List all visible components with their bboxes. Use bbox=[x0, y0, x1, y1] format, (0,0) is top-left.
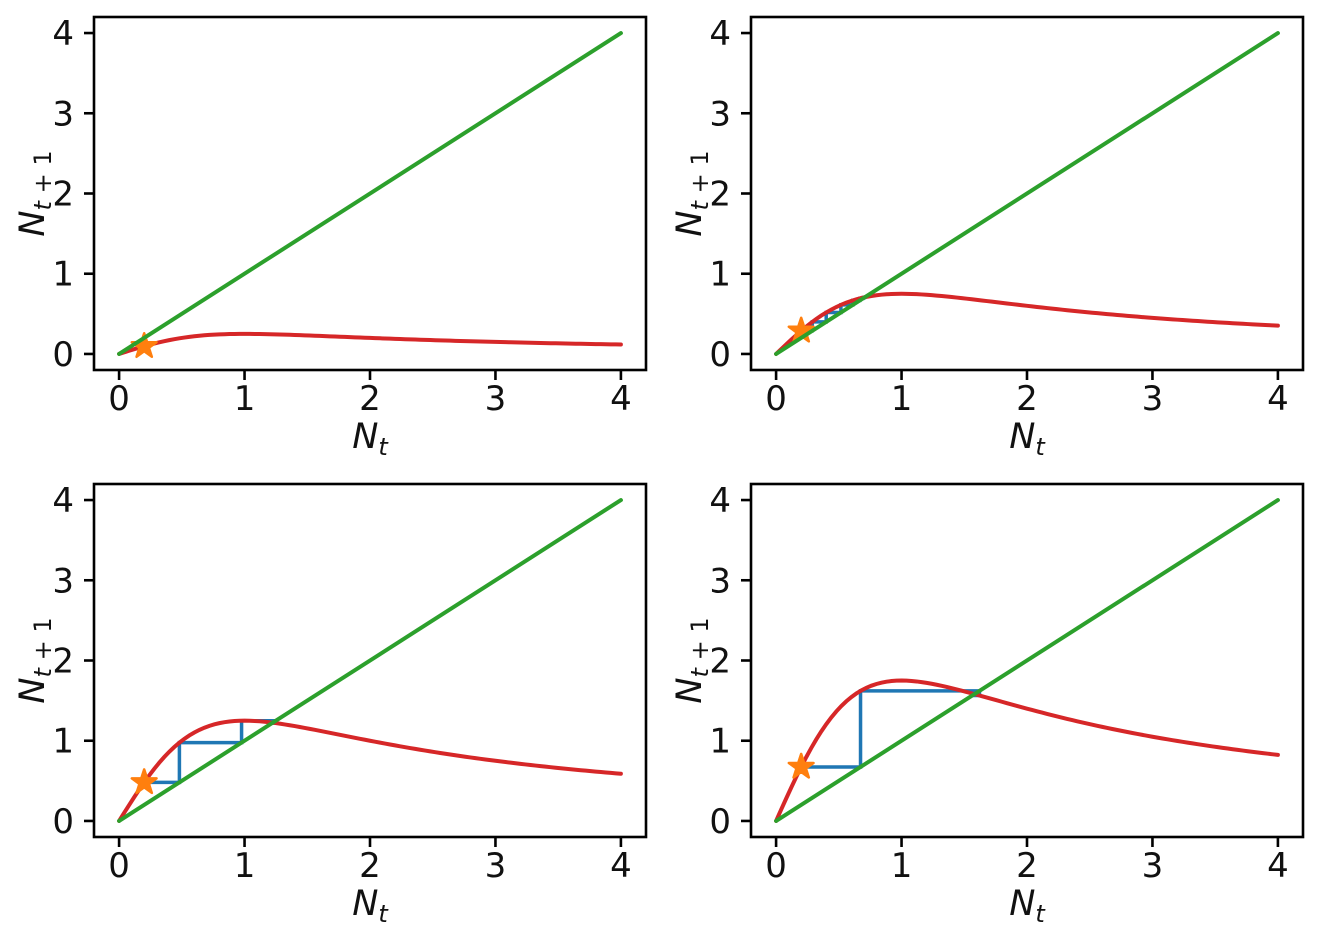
start-point-star-marker bbox=[130, 768, 158, 795]
x-axis-label: Nt bbox=[352, 417, 389, 461]
x-axis-label: Nt bbox=[1009, 417, 1046, 461]
x-tick-label: 4 bbox=[1267, 379, 1289, 419]
x-tick-label: 1 bbox=[234, 379, 256, 419]
x-tick-label: 2 bbox=[359, 379, 381, 419]
x-tick-label: 2 bbox=[1016, 846, 1038, 886]
panel-top-right: 0 1 2 3 4 0 1 2 3 4 Nt Nt + 1 bbox=[670, 14, 1305, 461]
y-tick-label: 2 bbox=[52, 642, 74, 682]
start-point-star-marker bbox=[787, 752, 815, 779]
x-tick-label: 0 bbox=[108, 846, 130, 886]
reproduction-curve bbox=[117, 331, 623, 356]
y-axis-label: Nt + 1 bbox=[13, 150, 57, 236]
x-tick-label: 3 bbox=[485, 846, 507, 886]
x-tick-label: 4 bbox=[1267, 846, 1289, 886]
reproduction-curve bbox=[117, 718, 623, 823]
x-tick-label: 3 bbox=[485, 379, 507, 419]
x-tick-label: 0 bbox=[765, 379, 787, 419]
x-tick-label: 4 bbox=[610, 846, 632, 886]
y-axis-label: Nt + 1 bbox=[13, 617, 57, 703]
panel-bottom-right: 0 1 2 3 4 0 1 2 3 4 Nt Nt + 1 bbox=[670, 481, 1305, 928]
x-tick-label: 3 bbox=[1142, 379, 1164, 419]
panel-bottom-left: 0 1 2 3 4 0 1 2 3 4 Nt Nt + 1 bbox=[13, 481, 648, 928]
y-tick-label: 3 bbox=[709, 561, 731, 601]
x-tick-label: 0 bbox=[765, 846, 787, 886]
y-tick-label: 0 bbox=[52, 802, 74, 842]
y-tick-label: 4 bbox=[52, 14, 74, 54]
y-tick-label: 4 bbox=[709, 481, 731, 521]
y-tick-label: 3 bbox=[52, 561, 74, 601]
y-tick-label: 1 bbox=[52, 255, 74, 295]
y-tick-label: 0 bbox=[709, 335, 731, 375]
y-axis-label: Nt + 1 bbox=[670, 150, 714, 236]
x-axis-label: Nt bbox=[1009, 884, 1046, 928]
panel-top-left: 0 1 2 3 4 0 1 2 3 4 Nt Nt + 1 bbox=[13, 14, 648, 461]
replacement-line bbox=[774, 498, 1280, 823]
x-tick-label: 1 bbox=[234, 846, 256, 886]
y-tick-label: 4 bbox=[709, 14, 731, 54]
x-axis-label: Nt bbox=[352, 884, 389, 928]
cobweb-trajectory bbox=[144, 718, 278, 785]
y-tick-label: 3 bbox=[709, 94, 731, 134]
x-tick-label: 1 bbox=[891, 846, 913, 886]
y-tick-label: 2 bbox=[709, 642, 731, 682]
replacement-line bbox=[117, 498, 623, 823]
y-tick-label: 2 bbox=[52, 175, 74, 215]
y-tick-label: 0 bbox=[52, 335, 74, 375]
replacement-line bbox=[117, 31, 623, 356]
x-tick-label: 2 bbox=[359, 846, 381, 886]
y-axis-label: Nt + 1 bbox=[670, 617, 714, 703]
y-tick-label: 1 bbox=[709, 255, 731, 295]
x-tick-label: 0 bbox=[108, 379, 130, 419]
cobweb-trajectory bbox=[801, 689, 982, 769]
y-tick-label: 2 bbox=[709, 175, 731, 215]
y-tick-label: 0 bbox=[709, 802, 731, 842]
replacement-line bbox=[774, 31, 1280, 356]
x-tick-label: 4 bbox=[610, 379, 632, 419]
x-tick-label: 3 bbox=[1142, 846, 1164, 886]
x-tick-label: 2 bbox=[1016, 379, 1038, 419]
y-tick-label: 1 bbox=[52, 722, 74, 762]
y-tick-label: 1 bbox=[709, 722, 731, 762]
x-tick-label: 1 bbox=[891, 379, 913, 419]
y-tick-label: 4 bbox=[52, 481, 74, 521]
reproduction-curve bbox=[774, 678, 1280, 823]
y-tick-label: 3 bbox=[52, 94, 74, 134]
reproduction-curve bbox=[774, 291, 1280, 356]
